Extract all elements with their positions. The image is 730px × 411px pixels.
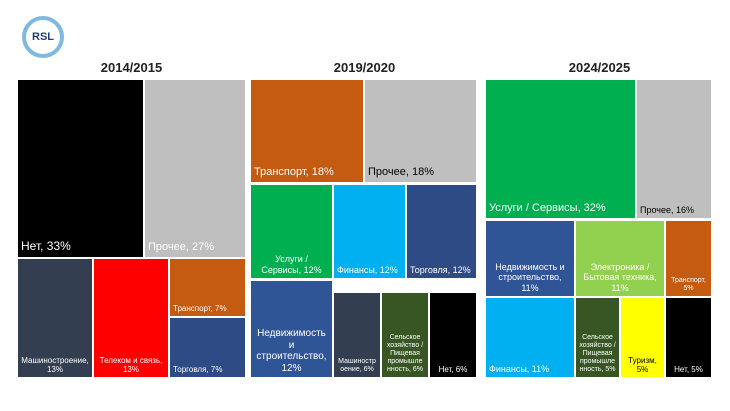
tile-label: Торговля, 12% [410, 264, 471, 275]
treemap-tile: Услуги / Сервисы, 12% [251, 185, 332, 278]
treemap-tile: Финансы, 11% [486, 298, 574, 377]
tile-label: Транспорт, 5% [671, 276, 706, 292]
treemap-tile: Электроника / Бытовая техника, 11% [576, 221, 664, 296]
treemap-tile: Транспорт, 18% [251, 80, 363, 182]
treemap-tile: Услуги / Сервисы, 32% [486, 80, 635, 218]
treemap-tile: Нет, 5% [666, 298, 711, 377]
treemap-tile: Туризм, 5% [621, 298, 664, 377]
treemap-tile: Прочее, 18% [365, 80, 476, 182]
tile-label: Прочее, 18% [368, 166, 434, 179]
logo: RSL [22, 16, 64, 58]
treemap-tile: Транспорт, 5% [666, 221, 711, 296]
treemap-tile: Недвижимость и строительство, 12% [251, 281, 332, 377]
tile-label: Нет, 6% [438, 364, 468, 374]
tile-label: Сельское хозяйство / Пищевая промышле нн… [386, 333, 424, 373]
treemap-tile: Торговля, 12% [407, 185, 476, 278]
panel-title: 2024/2025 [568, 60, 631, 75]
tile-label: Прочее, 16% [640, 204, 694, 215]
tile-label: Машиностроение, 13% [21, 355, 89, 374]
treemap-tile: Транспорт, 7% [170, 259, 245, 316]
treemap-tile: Финансы, 12% [334, 185, 405, 278]
tile-label: Нет, 5% [674, 364, 703, 374]
tile-label: Финансы, 11% [489, 363, 550, 374]
treemap-tile: Недвижимость и строительство, 11% [486, 221, 574, 296]
tile-label: Финансы, 12% [337, 264, 398, 275]
treemap-tile: Нет, 33% [18, 80, 143, 257]
tile-label: Транспорт, 18% [254, 166, 334, 179]
tile-label: Недвижимость и строительство, 12% [256, 328, 327, 374]
treemap-tile: Сельское хозяйство / Пищевая промышле нн… [382, 293, 428, 377]
treemap-tile: Машиностр оение, 6% [334, 293, 380, 377]
treemap-tile: Нет, 6% [430, 293, 476, 377]
tile-label: Недвижимость и строительство, 11% [495, 261, 565, 293]
tile-label: Торговля, 7% [173, 364, 223, 374]
panel-title: 2014/2015 [100, 60, 163, 75]
tile-label: Услуги / Сервисы, 12% [261, 254, 322, 275]
treemap-tile: Телеком и связь, 13% [94, 259, 168, 377]
tile-label: Сельское хозяйство / Пищевая промышле нн… [579, 333, 616, 373]
tile-label: Транспорт, 7% [173, 303, 227, 313]
tile-label: Прочее, 27% [148, 241, 214, 254]
treemap-tile: Прочее, 27% [145, 80, 245, 257]
panel-title: 2019/2020 [333, 60, 396, 75]
tile-label: Телеком и связь, 13% [99, 355, 163, 374]
tile-label: Машиностр оение, 6% [338, 357, 376, 373]
treemap-tile: Сельское хозяйство / Пищевая промышле нн… [576, 298, 619, 377]
tile-label: Нет, 33% [21, 239, 71, 254]
tile-label: Туризм, 5% [628, 355, 657, 374]
treemap-tile: Торговля, 7% [170, 318, 245, 377]
tile-label: Услуги / Сервисы, 32% [489, 202, 606, 215]
tile-label: Электроника / Бытовая техника, 11% [583, 261, 657, 293]
treemap-tile: Машиностроение, 13% [18, 259, 92, 377]
treemap-tile: Прочее, 16% [637, 80, 711, 218]
